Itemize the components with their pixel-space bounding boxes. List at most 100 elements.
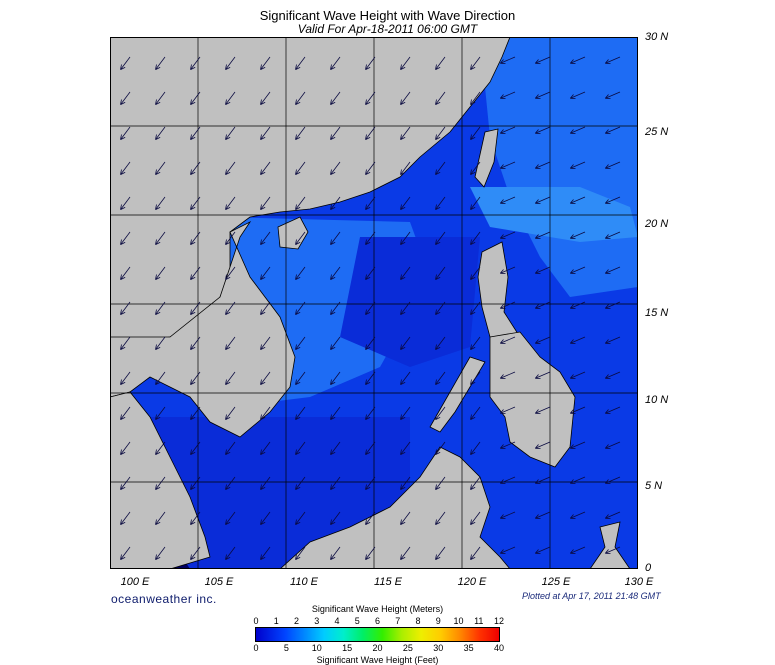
- wave-arrow: [296, 196, 306, 209]
- wave-arrow: [571, 476, 586, 483]
- wave-arrow: [296, 336, 306, 349]
- wave-arrow: [501, 371, 516, 378]
- wave-arrow: [261, 371, 271, 384]
- wave-arrow: [401, 161, 411, 174]
- wave-arrow: [121, 56, 131, 69]
- feet-tick: 5: [283, 643, 289, 653]
- wave-arrow: [471, 301, 481, 314]
- wave-arrow: [536, 266, 551, 273]
- wave-arrow: [536, 371, 551, 378]
- wave-arrow: [436, 231, 446, 244]
- wave-arrow: [261, 441, 271, 454]
- wave-arrow: [121, 476, 131, 489]
- wave-arrow: [571, 126, 586, 133]
- wave-arrow: [606, 371, 621, 378]
- wave-arrow: [606, 511, 621, 518]
- wave-arrow: [436, 546, 446, 559]
- land-indochina: [110, 220, 296, 438]
- wave-arrow: [401, 546, 411, 559]
- wave-arrow: [366, 231, 376, 244]
- wave-arrow: [296, 476, 306, 489]
- wave-arrow: [471, 546, 481, 559]
- wave-arrow: [261, 91, 271, 104]
- wave-arrow: [226, 301, 236, 314]
- wave-arrow: [121, 266, 131, 279]
- wave-arrow: [331, 266, 341, 279]
- wave-arrow: [226, 441, 236, 454]
- land-sulawesi: [589, 521, 631, 569]
- wave-arrow: [121, 161, 131, 174]
- wave-arrow: [226, 56, 236, 69]
- meter-tick: 10: [453, 616, 464, 626]
- wave-arrow: [606, 336, 621, 343]
- wave-arrow: [156, 546, 166, 559]
- lat-label-30n: 30 N: [645, 31, 669, 43]
- wave-arrow: [121, 231, 131, 244]
- wave-arrow: [471, 336, 481, 349]
- wave-arrow: [226, 336, 236, 349]
- brand-logo-text: oceanweather inc.: [111, 592, 217, 606]
- wave-arrow: [156, 301, 166, 314]
- wave-arrow: [436, 336, 446, 349]
- wave-arrow: [471, 126, 481, 139]
- wave-arrow: [121, 196, 131, 209]
- wave-arrow: [436, 441, 446, 454]
- wave-arrow: [191, 476, 201, 489]
- wave-arrow: [571, 231, 586, 238]
- wave-arrow: [501, 476, 516, 483]
- wave-arrow: [331, 231, 341, 244]
- land-palawan: [429, 356, 486, 433]
- wave-arrow: [606, 161, 621, 168]
- wave-arrow: [536, 56, 551, 63]
- wave-arrow: [296, 231, 306, 244]
- colorbar: [255, 627, 500, 642]
- wave-map: [110, 37, 638, 569]
- wave-arrow: [571, 196, 586, 203]
- feet-tick: 40: [493, 643, 505, 653]
- wave-arrow: [331, 126, 341, 139]
- wave-arrow: [296, 266, 306, 279]
- wave-arrow: [536, 336, 551, 343]
- wave-arrow: [571, 511, 586, 518]
- wave-arrow: [401, 301, 411, 314]
- wave-arrow: [156, 56, 166, 69]
- wave-arrow: [401, 511, 411, 524]
- lon-label-115e: 115 E: [374, 576, 402, 588]
- wave-arrow: [156, 336, 166, 349]
- wave-arrow: [436, 371, 446, 384]
- wave-arrow: [121, 301, 131, 314]
- wave-arrow: [536, 406, 551, 413]
- wave-arrow: [191, 406, 201, 419]
- wave-arrow: [156, 161, 166, 174]
- meter-tick: 0: [253, 616, 259, 626]
- wave-arrow: [571, 301, 586, 308]
- land-malay: [110, 391, 211, 569]
- meter-tick: 7: [395, 616, 401, 626]
- wave-arrow: [501, 441, 516, 448]
- colorbar-title-feet: Significant Wave Height (Feet): [316, 655, 439, 665]
- wave-arrow: [471, 161, 481, 174]
- wave-arrow: [536, 301, 551, 308]
- wave-arrow: [471, 231, 481, 244]
- wave-arrow: [261, 266, 271, 279]
- wave-arrow: [331, 546, 341, 559]
- wave-arrow: [436, 476, 446, 489]
- wave-arrow: [191, 441, 201, 454]
- wave-arrow: [606, 301, 621, 308]
- wave-arrow: [571, 161, 586, 168]
- wave-arrow: [156, 91, 166, 104]
- feet-tick: 35: [463, 643, 474, 653]
- wave-arrow: [331, 91, 341, 104]
- wave-arrow: [191, 546, 201, 559]
- wave-arrow: [226, 161, 236, 174]
- wave-arrow: [366, 336, 376, 349]
- wave-arrow: [366, 91, 376, 104]
- feet-tick: 0: [253, 643, 259, 653]
- wave-arrow: [296, 441, 306, 454]
- wave-arrow: [606, 91, 621, 98]
- lon-label-125e: 125 E: [541, 576, 571, 588]
- wave-arrow: [261, 161, 271, 174]
- wave-arrow: [606, 126, 621, 133]
- wave-arrow: [121, 511, 131, 524]
- map-title: Significant Wave Height with Wave Direct…: [259, 8, 516, 23]
